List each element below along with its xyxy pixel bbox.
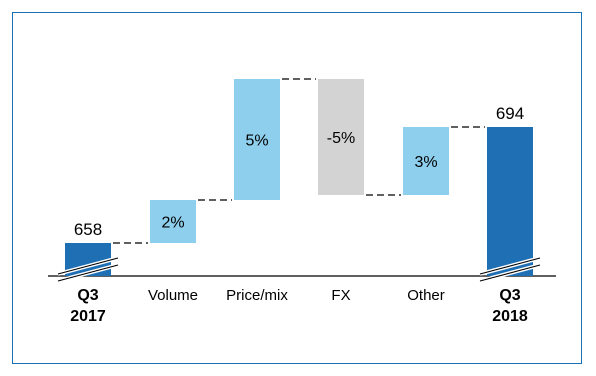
bar-price-mix [234, 79, 280, 200]
tick-label-fx: FX [331, 287, 350, 304]
bar-volume [150, 200, 196, 243]
value-label-fx: -5% [327, 130, 355, 147]
value-label-q3-2017: 658 [74, 220, 102, 239]
bar-fx [318, 79, 364, 195]
bar-other [403, 127, 449, 195]
tick-label-q3-2018: Q3 2018 [492, 287, 528, 325]
axis-break-q3-2017 [57, 256, 119, 283]
tick-label-other: Other [407, 287, 445, 304]
tick-label-price-mix: Price/mix [226, 287, 288, 304]
value-label-q3-2018: 694 [496, 104, 524, 123]
value-label-volume: 2% [161, 215, 184, 232]
value-label-price-mix: 5% [245, 133, 268, 150]
bar-q3-2018 [487, 127, 533, 276]
tick-label-volume: Volume [148, 287, 198, 304]
axis-break-q3-2018 [479, 256, 541, 283]
tick-label-q3-2017: Q3 2017 [70, 287, 106, 325]
value-label-other: 3% [414, 154, 437, 171]
